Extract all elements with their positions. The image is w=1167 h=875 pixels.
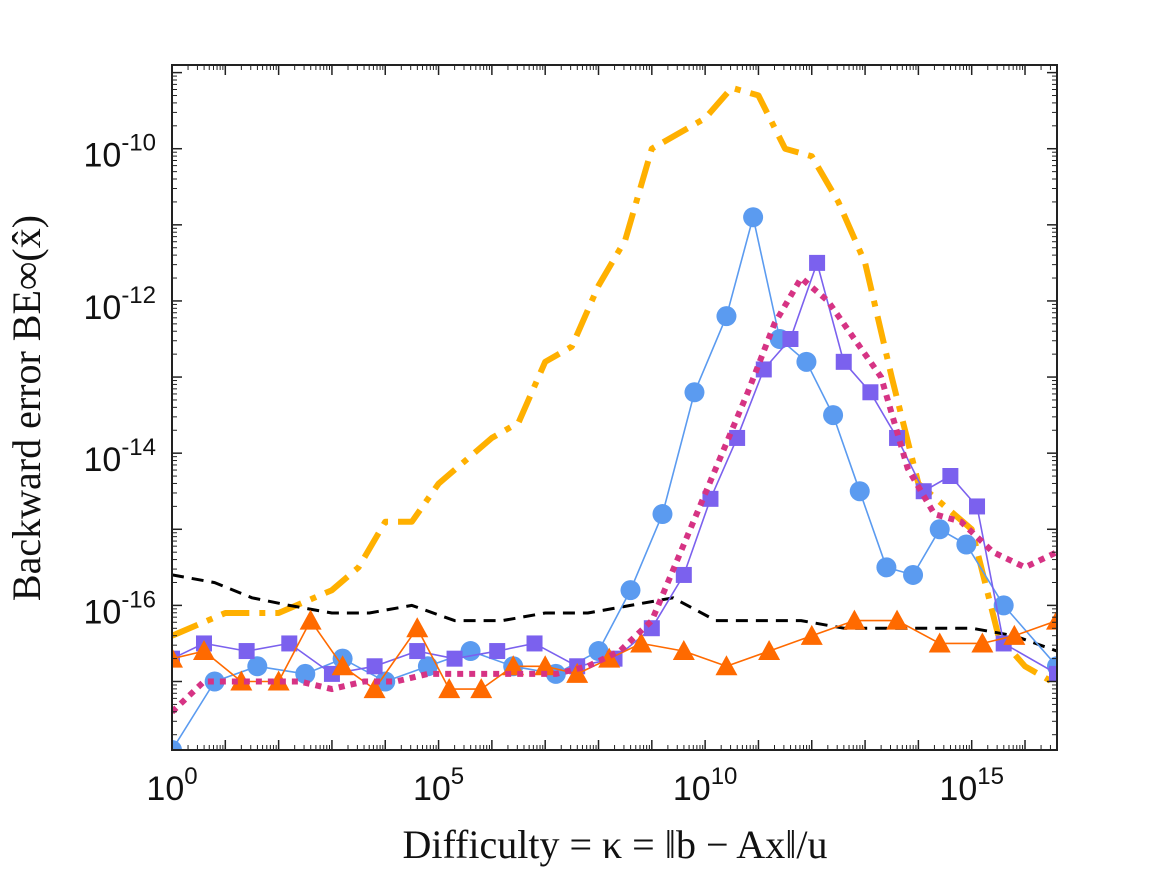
marker-blue-circle [684,382,705,403]
marker-orange-triangle [928,632,951,653]
x-tick-label: 1015 [939,763,1004,808]
marker-orange-triangle [843,609,866,630]
x-tick-label: 1010 [673,763,738,808]
marker-purple-square [281,635,298,652]
marker-purple-square [409,643,426,660]
marker-orange-triangle [363,678,386,699]
marker-purple-square [809,254,826,271]
marker-orange-triangle [267,670,290,691]
marker-orange-triangle [331,655,354,676]
marker-orange-triangle [971,632,994,653]
marker-blue-circle [172,740,182,750]
series-layer [172,84,1057,750]
marker-blue-circle [929,519,950,540]
marker-orange-triangle [1046,609,1057,630]
marker-orange-triangle [502,655,525,676]
marker-orange-triangle [800,624,823,645]
marker-purple-square [942,468,959,484]
marker-purple-square [238,643,255,660]
marker-orange-triangle [630,632,653,653]
plot-frame [171,64,1058,751]
marker-orange-triangle [715,655,738,676]
marker-purple-square [835,353,852,370]
y-tick-label: 10-12 [83,282,156,327]
marker-orange-triangle [299,609,322,630]
marker-blue-circle [849,481,870,502]
marker-purple-square [729,429,746,446]
marker-blue-circle [716,306,737,327]
marker-blue-circle [876,557,897,578]
series-line-magenta-dotted [172,275,1057,715]
marker-purple-square [366,658,383,675]
marker-purple-square [526,635,543,652]
marker-orange-triangle [192,640,215,661]
marker-blue-circle [247,656,268,677]
y-tick-label: 10-10 [83,130,156,175]
marker-orange-triangle [230,670,253,691]
marker-orange-triangle [406,617,429,638]
y-axis-title: Backward error BE∞(x̂) [4,215,49,601]
marker-orange-triangle [1003,624,1026,645]
marker-orange-triangle [758,640,781,661]
marker-purple-square [489,643,506,660]
marker-blue-circle [823,405,844,426]
marker-blue-circle [956,534,977,555]
marker-blue-circle [204,671,225,692]
marker-blue-circle [620,580,641,601]
marker-purple-square [782,331,799,347]
marker-orange-triangle [470,678,493,699]
marker-orange-triangle [672,640,695,661]
marker-blue-circle [588,641,609,662]
marker-purple-square [969,498,986,515]
plot-area [172,65,1057,750]
x-axis-title: Difficulty = κ = ‖b − Ax‖/u [402,822,827,867]
marker-orange-triangle [534,655,557,676]
labels-layer: 100 105 1010 1015 10-16 10-14 10-12 10-10 [83,130,1003,808]
marker-purple-square [755,361,772,378]
marker-purple-square [446,650,463,667]
marker-orange-triangle [566,662,589,683]
x-tick-label: 100 [146,763,197,808]
marker-orange-triangle [598,647,621,668]
marker-blue-circle [460,641,481,662]
marker-blue-circle [743,207,764,228]
marker-blue-circle [417,656,438,677]
marker-blue-circle [295,663,316,684]
x-tick-label: 105 [413,763,464,808]
y-tick-label: 10-16 [83,586,156,631]
marker-purple-square [862,384,879,401]
marker-purple-square [1049,665,1057,682]
marker-blue-circle [652,504,673,525]
marker-orange-triangle [438,678,461,699]
marker-purple-square [675,566,692,583]
marker-blue-circle [375,671,396,692]
marker-blue-circle [796,351,817,372]
marker-blue-circle [903,564,924,585]
marker-orange-triangle [886,609,909,630]
marker-blue-circle [993,595,1014,616]
series-line-black-dashed [172,573,1057,653]
y-tick-label: 10-14 [83,434,156,479]
marker-orange-triangle [172,647,183,668]
